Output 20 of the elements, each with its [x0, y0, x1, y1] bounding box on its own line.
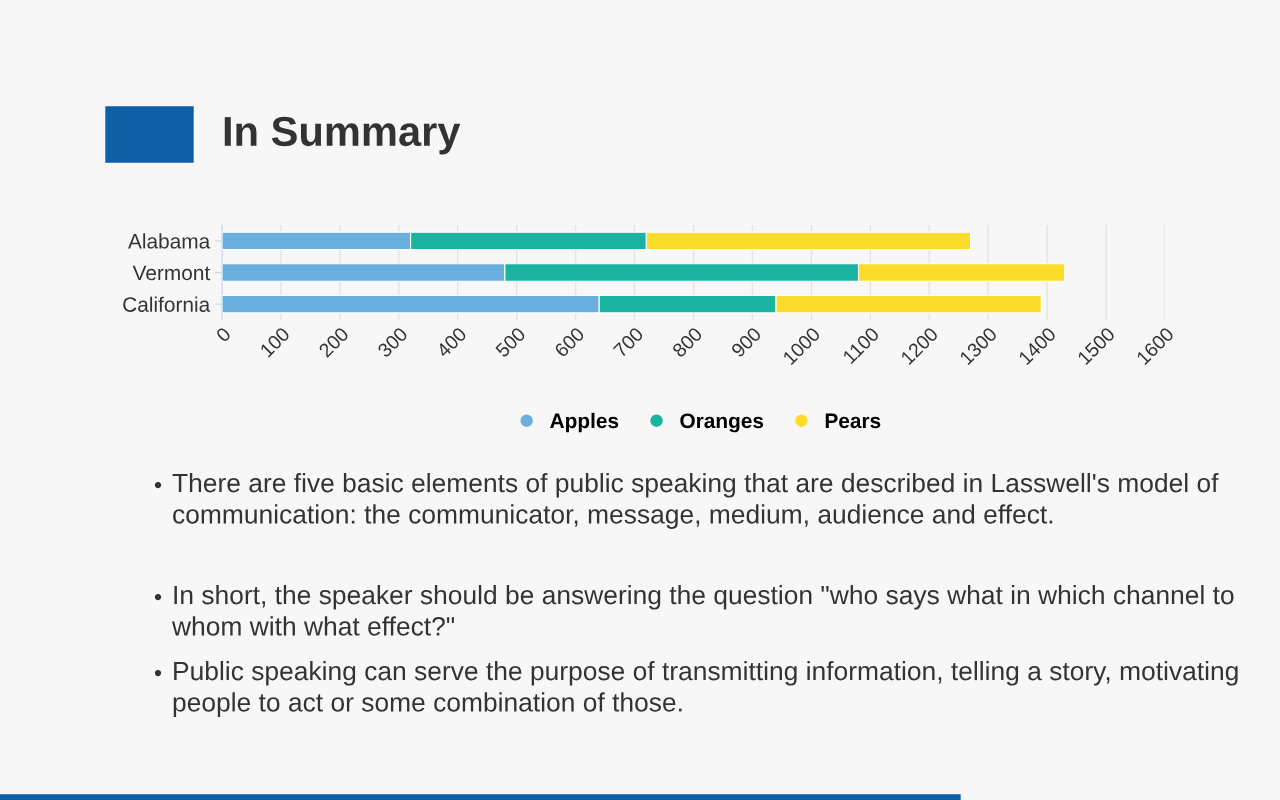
- y-tick-label: Alabama: [128, 233, 211, 249]
- text: Public speaking can serve the purpose of transmitting information, telling a story, motivating people to act or some combination of those.: [173, 661, 1238, 717]
- legend-label: Pears: [825, 413, 881, 429]
- legend-label: Apples: [550, 412, 619, 433]
- x-tick-label: 700: [612, 326, 645, 358]
- legend-label: Oranges: [680, 413, 764, 433]
- x-tick-label: 900: [730, 326, 762, 358]
- text: There are five basic elements of public speaking that are described in Lasswell's model of communication: the communicator, message, medium, audience and effect.: [172, 473, 1219, 529]
- x-tick-label: 200: [317, 326, 350, 358]
- x-tick-label: 300: [376, 326, 409, 359]
- x-tick-label: 800: [671, 326, 704, 358]
- x-tick-label: 100: [259, 326, 291, 358]
- y-tick-label: Vermont: [132, 265, 211, 281]
- x-tick-label: 600: [553, 326, 586, 358]
- y-tick-label: California: [123, 296, 211, 312]
- x-tick-label: 500: [494, 326, 527, 359]
- text: In short, the speaker should be answering the question "who says what in which channel to whom with what effect?": [171, 585, 1234, 636]
- x-tick-label: 0: [215, 326, 232, 343]
- x-tick-label: 400: [435, 326, 468, 359]
- chart-title: In Summary: [224, 116, 461, 155]
